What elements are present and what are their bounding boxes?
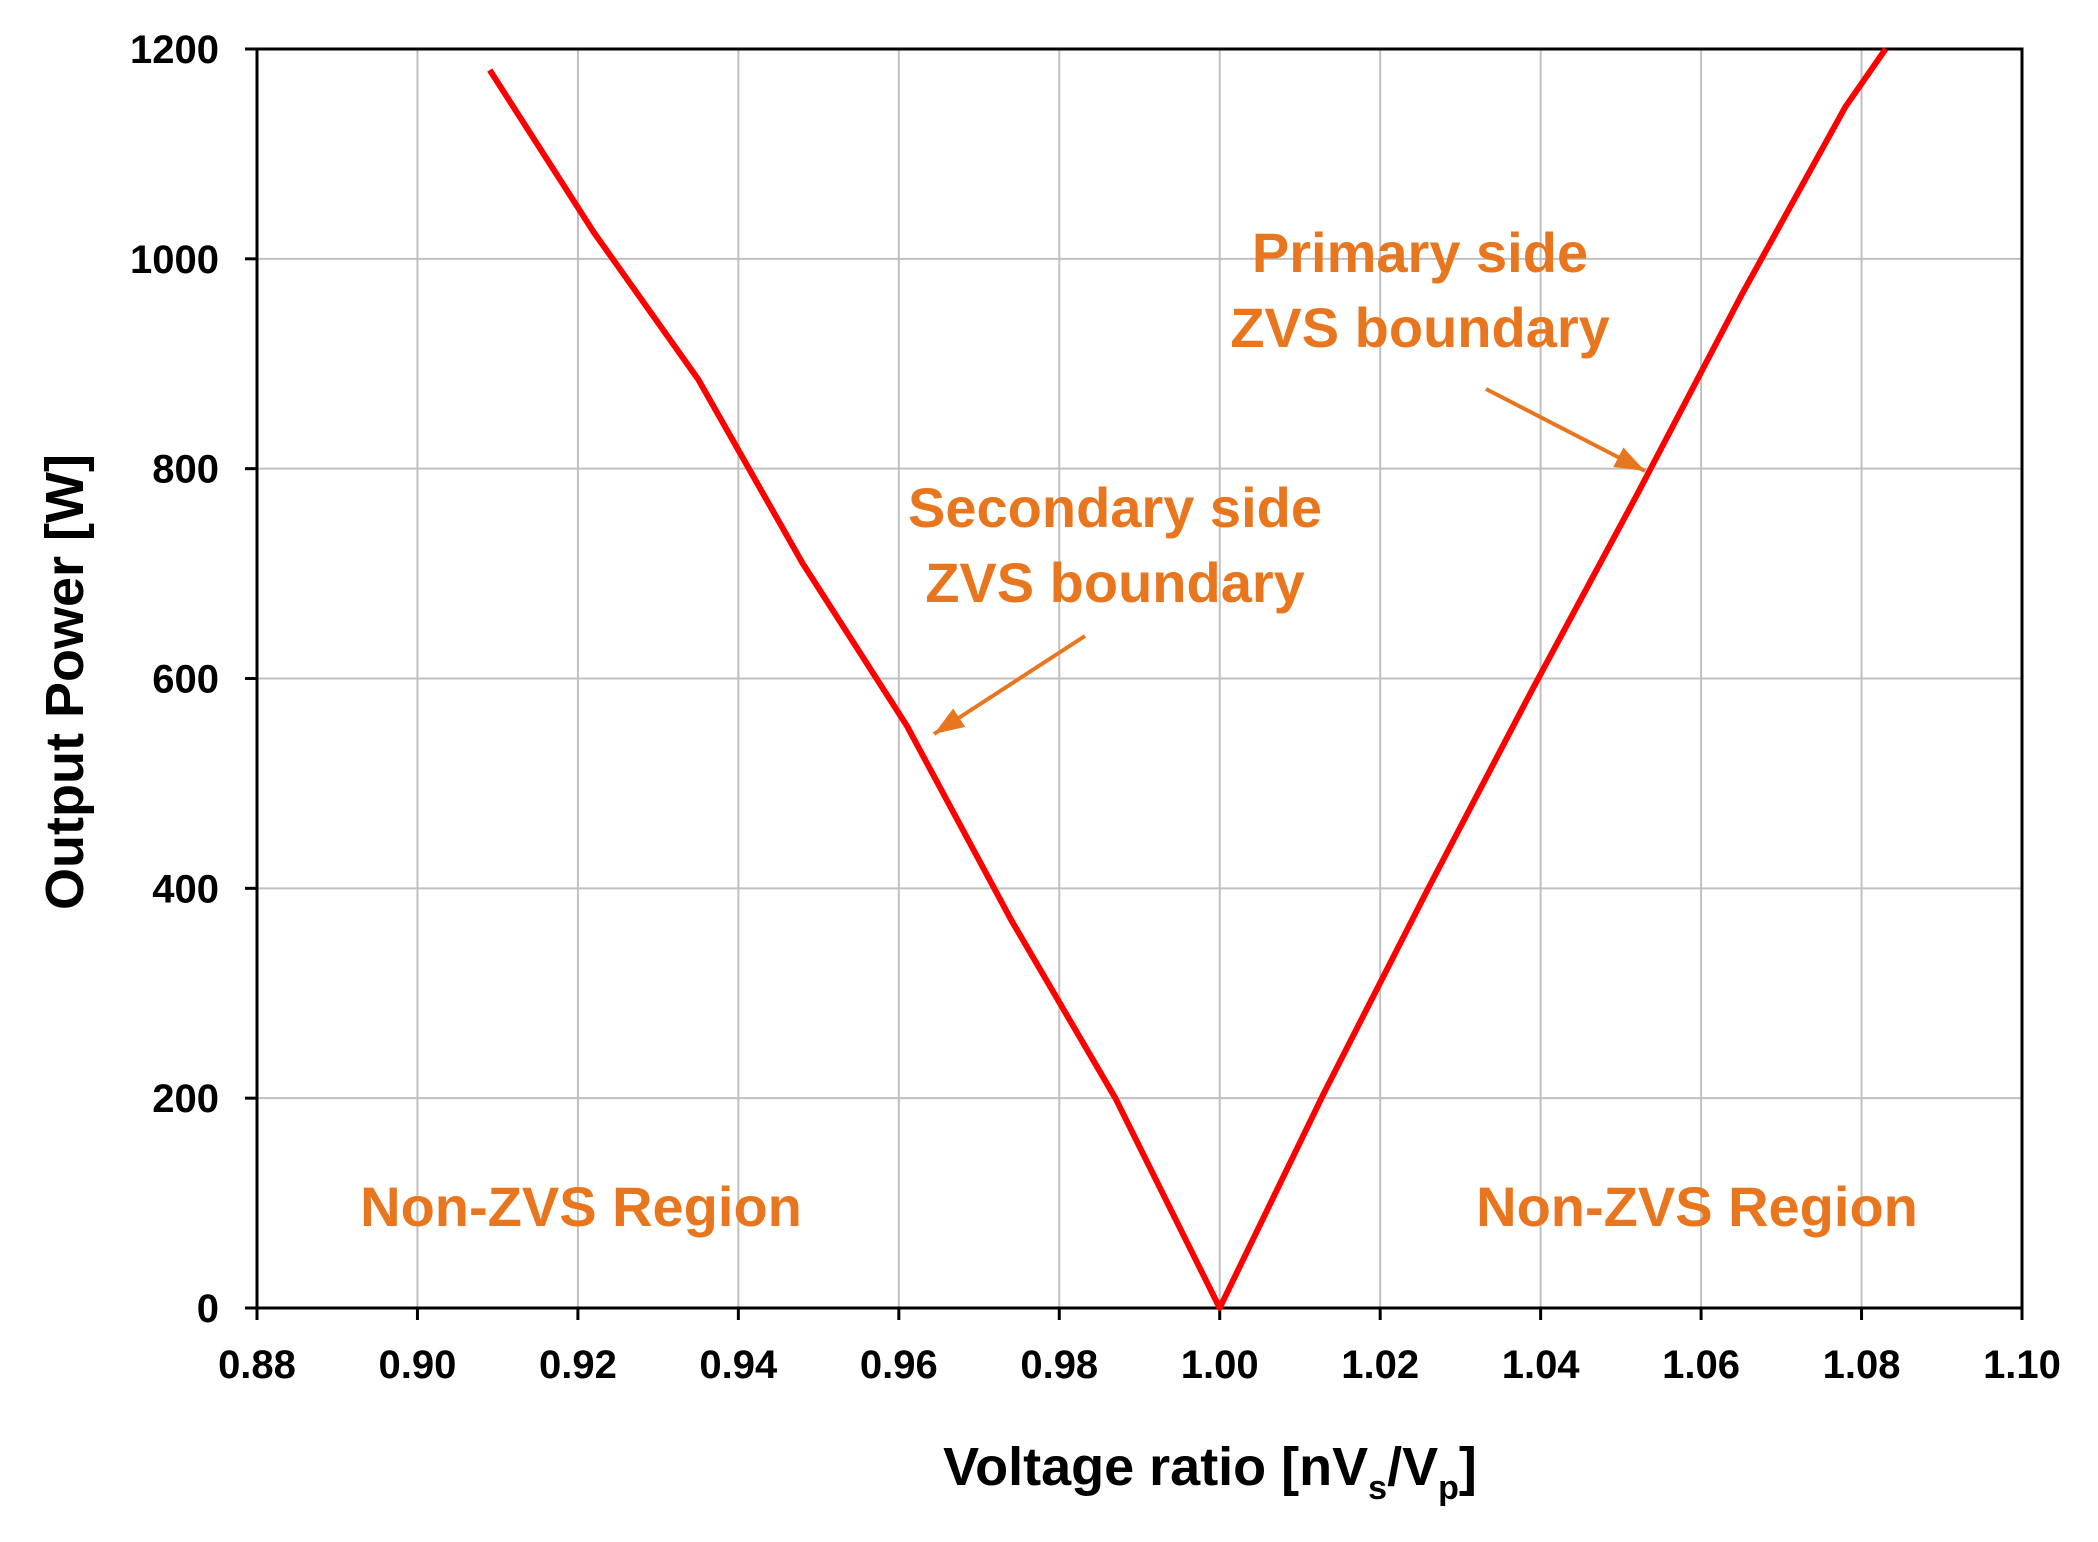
series-line-0 bbox=[487, 47, 1889, 1311]
y-tick-label: 600 bbox=[152, 658, 219, 702]
x-axis-title-sub2: p bbox=[1438, 1469, 1459, 1507]
x-axis-ticks: 0.88 0.90 0.92 0.94 0.96 0.98 1.00 1.02 1.04 1.06… bbox=[218, 1308, 2061, 1387]
series-group bbox=[487, 47, 1889, 1311]
x-tick-label: 1.06 bbox=[1662, 1343, 1740, 1387]
arrow-primary-head bbox=[1613, 447, 1645, 471]
y-tick-label: 800 bbox=[152, 448, 219, 492]
x-axis-title-sub1: s bbox=[1368, 1469, 1387, 1507]
y-tick-label: 0 bbox=[197, 1287, 219, 1331]
x-axis-title: Voltage ratio [nVs/Vp] bbox=[943, 1437, 1477, 1507]
x-tick-label: 0.96 bbox=[860, 1343, 938, 1387]
arrow-primary bbox=[1485, 387, 1646, 473]
y-axis-ticks: 0 200 400 600 800 1000 1200 bbox=[130, 28, 257, 1331]
x-tick-label: 0.88 bbox=[218, 1343, 296, 1387]
annotation-region-left: Non-ZVS Region bbox=[360, 1175, 802, 1238]
x-axis-title-main: Voltage ratio [nV bbox=[943, 1437, 1368, 1497]
x-tick-label: 1.10 bbox=[1983, 1343, 2061, 1387]
arrow-secondary bbox=[932, 634, 1087, 736]
arrow-secondary-shaft bbox=[932, 634, 1087, 736]
y-tick-label: 200 bbox=[152, 1077, 219, 1121]
annotation-secondary-line1: Secondary side bbox=[908, 476, 1322, 539]
annotation-secondary-line2: ZVS boundary bbox=[925, 551, 1305, 614]
annotation-arrows bbox=[932, 387, 1646, 736]
x-tick-label: 1.04 bbox=[1502, 1343, 1581, 1387]
x-tick-label: 1.08 bbox=[1823, 1343, 1901, 1387]
x-tick-label: 1.00 bbox=[1181, 1343, 1259, 1387]
x-axis-title-mid: /V bbox=[1387, 1437, 1438, 1497]
x-tick-label: 1.02 bbox=[1341, 1343, 1419, 1387]
x-tick-label: 0.98 bbox=[1020, 1343, 1098, 1387]
annotation-primary-line2: ZVS boundary bbox=[1230, 296, 1610, 359]
x-tick-label: 0.90 bbox=[379, 1343, 457, 1387]
x-axis-title-end: ] bbox=[1459, 1437, 1477, 1497]
x-tick-label: 0.94 bbox=[699, 1343, 778, 1387]
annotation-primary-line1: Primary side bbox=[1252, 221, 1588, 284]
grid bbox=[256, 48, 2023, 1309]
x-tick-label: 0.92 bbox=[539, 1343, 617, 1387]
y-tick-label: 1000 bbox=[130, 238, 219, 282]
arrow-secondary-head bbox=[934, 708, 966, 734]
annotation-region-right: Non-ZVS Region bbox=[1476, 1175, 1918, 1238]
y-axis-title: Output Power [W] bbox=[35, 454, 95, 910]
y-tick-label: 1200 bbox=[130, 28, 219, 72]
y-tick-label: 400 bbox=[152, 867, 219, 911]
